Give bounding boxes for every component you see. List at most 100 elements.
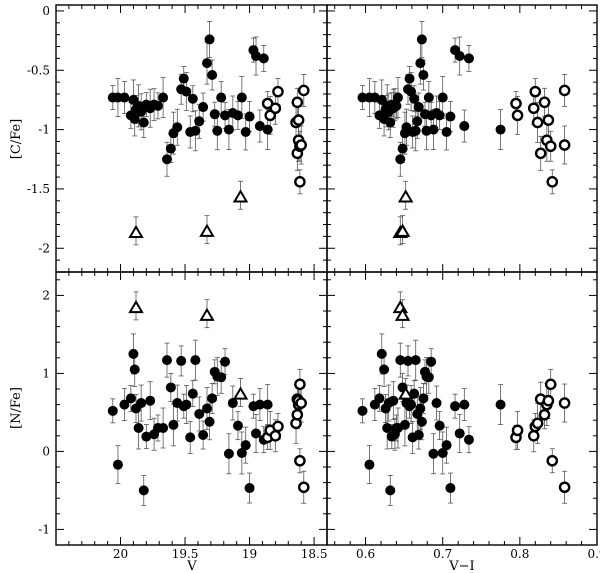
data-point-filled-bottom-left — [158, 423, 169, 433]
data-point-filled-bottom-right — [415, 403, 426, 414]
data-point-filled-bottom-left — [176, 355, 187, 366]
data-point-filled-bottom-left — [165, 382, 176, 393]
data-point-filled-top-right — [412, 116, 423, 127]
data-point-filled-bottom-left — [185, 432, 196, 443]
data-point-open-top-left — [294, 176, 306, 188]
x-tick-label: 0.7 — [433, 547, 452, 561]
data-point-open-bottom-right — [544, 378, 557, 391]
data-point-filled-top-left — [190, 125, 201, 136]
data-point-filled-top-left — [216, 92, 227, 103]
data-point-filled-top-left — [251, 51, 262, 62]
data-point-filled-bottom-left — [207, 393, 218, 404]
data-point-filled-top-left — [232, 110, 243, 121]
data-point-triangle-bottom-right — [392, 299, 409, 314]
data-point-filled-bottom-left — [201, 403, 212, 414]
data-point-filled-top-left — [201, 58, 212, 69]
data-point-filled-top-right — [391, 100, 402, 111]
data-point-open-bottom-left — [294, 378, 306, 391]
data-point-filled-top-right — [495, 124, 506, 135]
y-tick-label: 0 — [42, 4, 50, 18]
data-point-filled-top-right — [463, 53, 474, 64]
data-point-filled-bottom-left — [262, 399, 273, 410]
data-point-filled-bottom-left — [254, 399, 265, 410]
data-point-filled-bottom-right — [413, 430, 424, 441]
data-point-filled-top-right — [423, 92, 434, 103]
y-tick-label: -1.5 — [27, 182, 50, 196]
data-point-open-top-right — [542, 114, 555, 126]
data-point-filled-bottom-left — [128, 348, 139, 359]
data-point-filled-bottom-right — [454, 428, 465, 439]
data-point-open-bottom-right — [538, 408, 551, 421]
data-point-filled-top-left — [258, 53, 269, 64]
data-point-open-top-right — [558, 84, 571, 97]
data-point-filled-top-right — [434, 110, 445, 121]
data-point-filled-top-left — [236, 92, 247, 103]
data-point-filled-bottom-right — [495, 399, 506, 410]
data-point-filled-top-right — [410, 125, 421, 136]
x-tick-label: 19.5 — [172, 547, 199, 561]
data-point-filled-top-left — [136, 106, 147, 117]
data-point-filled-bottom-right — [416, 416, 427, 427]
x-tick-label: 0.9 — [587, 547, 600, 561]
data-point-triangle-bottom-left — [199, 307, 215, 321]
x-axis-label-bottom-left: V — [186, 559, 197, 573]
data-point-open-top-right — [511, 109, 524, 122]
data-point-filled-top-left — [240, 126, 251, 137]
data-point-filled-top-right — [385, 117, 396, 128]
data-point-filled-bottom-right — [403, 355, 413, 366]
data-point-open-top-right — [534, 147, 547, 160]
data-point-filled-top-left — [158, 92, 169, 103]
data-point-triangle-bottom-left — [128, 299, 144, 314]
data-point-filled-bottom-left — [161, 355, 172, 366]
data-point-filled-top-right — [415, 58, 426, 69]
axis-ticks — [55, 5, 598, 545]
x-tick-label: 0.8 — [510, 547, 529, 561]
data-point-filled-top-left — [194, 116, 205, 127]
data-point-filled-top-right — [413, 102, 424, 113]
data-point-filled-bottom-right — [463, 434, 474, 445]
error-bars — [110, 21, 568, 506]
data-point-filled-bottom-right — [399, 419, 410, 430]
y-axis-label-bottom-left: [N/Fe] — [9, 387, 24, 429]
data-point-filled-top-left — [220, 110, 231, 121]
data-point-triangle-top-left — [128, 224, 144, 239]
data-point-filled-bottom-right — [450, 401, 461, 412]
y-tick-label: -1 — [38, 123, 50, 137]
data-point-filled-top-left — [172, 122, 183, 133]
data-point-filled-top-right — [437, 92, 448, 103]
data-point-filled-top-right — [416, 34, 427, 45]
data-point-filled-bottom-left — [194, 408, 205, 419]
data-point-filled-bottom-right — [374, 393, 385, 404]
data-point-filled-bottom-left — [232, 420, 243, 431]
data-point-open-bottom-left — [295, 397, 307, 409]
data-point-open-bottom-right — [527, 429, 540, 442]
data-point-open-bottom-left — [297, 481, 310, 494]
data-point-filled-top-right — [459, 121, 470, 132]
x-tick-label: 18.5 — [301, 547, 328, 561]
data-point-filled-bottom-right — [385, 485, 396, 496]
data-point-triangle-top-left — [199, 223, 215, 237]
data-point-filled-top-right — [357, 92, 368, 103]
data-point-open-top-right — [546, 176, 559, 188]
data-point-filled-top-left — [138, 117, 149, 128]
data-point-filled-bottom-left — [107, 405, 118, 416]
data-point-filled-bottom-left — [204, 416, 215, 427]
data-point-filled-top-left — [187, 93, 198, 104]
data-point-triangle-top-right — [397, 189, 414, 203]
data-point-filled-bottom-left — [145, 395, 156, 406]
data-point-open-bottom-right — [558, 397, 571, 409]
data-point-open-top-left — [295, 139, 307, 151]
data-point-filled-top-right — [445, 111, 456, 122]
data-point-filled-top-right — [395, 154, 406, 165]
y-tick-label: -1 — [38, 522, 50, 536]
x-axis-label-bottom-right: V−I — [448, 559, 474, 573]
panel-bottom-left-frame — [55, 271, 328, 546]
x-tick-label: 0.6 — [356, 547, 375, 561]
data-point-filled-bottom-right — [388, 395, 399, 406]
data-point-filled-bottom-left — [136, 398, 147, 409]
data-point-filled-bottom-left — [223, 448, 234, 459]
panel-top-left-frame — [55, 4, 328, 273]
data-point-open-bottom-right — [546, 454, 559, 467]
data-point-filled-bottom-right — [426, 356, 437, 367]
